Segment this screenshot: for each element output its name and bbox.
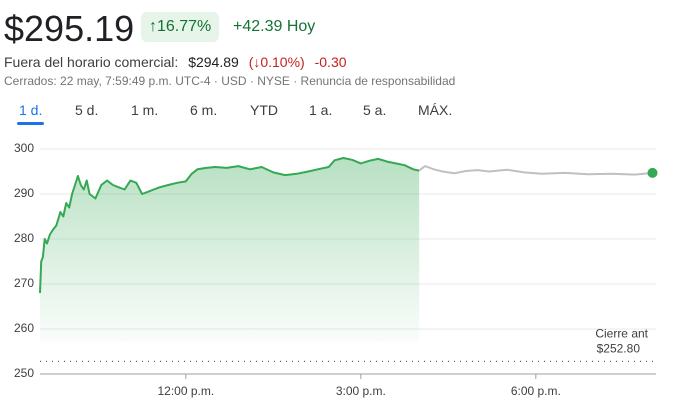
price: $295.19 <box>4 8 135 49</box>
price-line <box>39 157 420 294</box>
after-hours-label: Fuera del horario comercial: <box>4 54 179 70</box>
change: +42.39 Hoy <box>233 18 315 36</box>
tab-underline <box>17 122 44 125</box>
change-badge: ↑16.77% <box>141 12 220 42</box>
period: Hoy <box>286 18 316 35</box>
tab[interactable]: MÁX. <box>418 102 453 118</box>
price-line <box>418 165 653 176</box>
tab[interactable]: 5 d. <box>75 102 99 118</box>
disclaimer-link[interactable]: Renuncia de responsabilidad <box>300 74 456 88</box>
y-tick-label: 300 <box>14 141 34 155</box>
y-tick-label: 290 <box>14 186 34 200</box>
status-text: Cerrados: 22 may, 7:59:49 p.m. UTC-4 · U… <box>4 74 298 88</box>
status: Cerrados: 22 may, 7:59:49 p.m. UTC-4 · U… <box>4 74 455 88</box>
previous-close-value: $252.80 <box>597 342 641 356</box>
after-hours-price: $294.89 <box>188 54 239 70</box>
tab[interactable]: 5 a. <box>363 102 387 118</box>
x-tick-label: 12:00 p.m. <box>157 384 214 398</box>
after-hours-abs: -0.30 <box>314 54 347 70</box>
y-tick-label: 260 <box>14 321 34 335</box>
y-tick-label: 280 <box>14 231 34 245</box>
after-hours: Fuera del horario comercial: $294.89 (↓0… <box>4 54 353 70</box>
y-tick-label: 250 <box>14 366 34 380</box>
tab[interactable]: YTD <box>250 102 278 118</box>
tab[interactable]: 1 d. <box>19 102 43 118</box>
x-tick-label: 3:00 p.m. <box>336 384 386 398</box>
tab[interactable]: 6 m. <box>190 102 218 118</box>
previous-close-label: Cierre ant <box>595 327 648 341</box>
y-tick-label: 270 <box>14 276 34 290</box>
tab[interactable]: 1 a. <box>309 102 333 118</box>
x-tick-label: 6:00 p.m. <box>511 384 561 398</box>
change-abs: +42.39 <box>233 18 283 35</box>
area <box>40 158 420 343</box>
after-hours-pct: (↓0.10%) <box>248 54 305 70</box>
last-point <box>647 167 658 178</box>
tab[interactable]: 1 m. <box>131 102 159 118</box>
